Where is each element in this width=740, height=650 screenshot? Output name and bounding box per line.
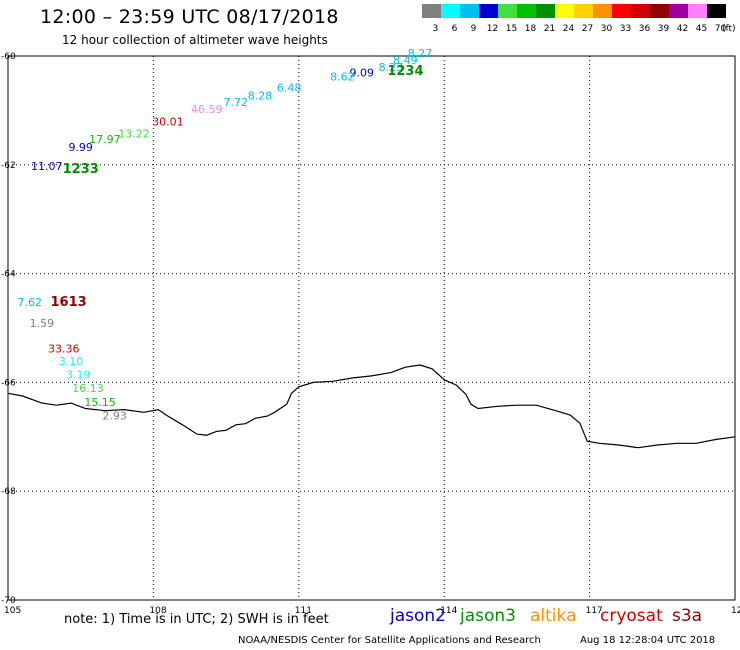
wave-height-label: 3.19 (66, 369, 91, 382)
colorbar-swatch (441, 4, 460, 18)
colorbar-swatch (517, 4, 536, 18)
colorbar-swatch (688, 4, 707, 18)
x-tick-label: 120 (731, 606, 740, 616)
chart-title: 12:00 – 23:59 UTC 08/17/2018 (40, 6, 339, 28)
colorbar-label: 30 (601, 24, 613, 34)
wave-height-label: 8.23 (379, 61, 404, 74)
colorbar-swatch (650, 4, 669, 18)
wave-height-label: 8.49 (393, 54, 418, 67)
wave-height-label: 30.01 (152, 116, 184, 129)
colorbar-label: 18 (525, 24, 537, 34)
colorbar-swatch (574, 4, 593, 18)
colorbar-label: 6 (452, 24, 458, 34)
colorbar-label: 9 (471, 24, 477, 34)
colorbar-label: 45 (696, 24, 707, 34)
legend-cryosat: cryosat (600, 606, 663, 626)
wave-height-label: 8.62 (330, 70, 355, 83)
colorbar-swatch (707, 4, 726, 18)
wave-height-label: 46.59 (191, 103, 223, 116)
map-frame (7, 55, 736, 601)
colorbar-swatch (498, 4, 517, 18)
colorbar-swatch (536, 4, 555, 18)
y-tick-label: -66 (1, 378, 16, 388)
colorbar-swatch (669, 4, 688, 18)
y-tick-label: -70 (1, 596, 16, 606)
colorbar-swatch (479, 4, 498, 18)
chart-subtitle: 12 hour collection of altimeter wave hei… (62, 33, 328, 47)
wave-height-label: 8.28 (248, 90, 273, 103)
colorbar-label: 12 (487, 24, 498, 34)
wave-height-label: 9.99 (68, 141, 93, 154)
colorbar-swatch (422, 4, 441, 18)
legend-jason3: jason3 (460, 606, 516, 626)
x-tick-label: 108 (149, 606, 166, 616)
colorbar-swatch (460, 4, 479, 18)
pass-time-label: 1234 (387, 64, 423, 79)
wave-height-label: 8.27 (408, 47, 433, 60)
x-tick-label: 117 (586, 606, 603, 616)
wave-height-label: 9.09 (350, 67, 375, 80)
colorbar-label: 70 (715, 24, 727, 34)
colorbar-swatch (612, 4, 631, 18)
colorbar-label: 39 (658, 24, 670, 34)
colorbar-unit: (ft) (722, 24, 736, 34)
x-tick-label: 105 (4, 606, 21, 616)
y-tick-label: -62 (1, 161, 16, 171)
colorbar-swatch (555, 4, 574, 18)
wave-height-label: 1.59 (30, 317, 55, 330)
wave-height-label: 2.93 (102, 409, 127, 422)
wave-height-label: 16.13 (72, 382, 104, 395)
coastline (7, 364, 736, 449)
wave-height-label: 13.22 (118, 128, 150, 141)
legend-altika: altika (530, 606, 577, 626)
colorbar-label: 15 (506, 24, 517, 34)
y-tick-label: -68 (1, 487, 16, 497)
colorbar-label: 27 (582, 24, 593, 34)
y-tick-label: -64 (1, 270, 16, 280)
color-scale-legend: 3 6 9 12 15 18 21 24 27 30 33 36 39 42 45 70(ft) (422, 4, 736, 34)
bottom-note: note: 1) Time is in UTC; 2) SWH is in fe… (64, 612, 329, 627)
wave-height-label: 17.97 (89, 133, 121, 146)
wave-height-label: 7.62 (18, 296, 43, 309)
y-tick-label: -60 (1, 52, 16, 62)
x-tick-label: 114 (440, 606, 457, 616)
x-tick-label: 111 (295, 606, 312, 616)
wave-height-label: 33.36 (48, 342, 80, 355)
wave-height-label: 7.72 (224, 96, 249, 109)
colorbar-label: 36 (639, 24, 651, 34)
pass-time-label: 1613 (50, 295, 86, 310)
wave-height-label: 15.15 (84, 396, 116, 409)
footer-timestamp: Aug 18 12:28:04 UTC 2018 (580, 635, 716, 646)
colorbar-swatch (631, 4, 650, 18)
legend-s3a: s3a (672, 606, 703, 626)
pass-time-label: 1233 (63, 162, 99, 177)
colorbar-label: 21 (544, 24, 555, 34)
colorbar-label: 24 (563, 24, 575, 34)
colorbar-swatch (593, 4, 612, 18)
colorbar-label: 3 (433, 24, 439, 34)
footer-organization: NOAA/NESDIS Center for Satellite Applica… (238, 635, 541, 646)
wave-height-label: 6.48 (277, 81, 302, 94)
legend-jason2: jason2 (390, 606, 446, 626)
wave-height-label: 3.10 (59, 355, 84, 368)
colorbar-label: 33 (620, 24, 631, 34)
colorbar-label: 42 (677, 24, 688, 34)
wave-height-label: 11.07 (31, 160, 63, 173)
